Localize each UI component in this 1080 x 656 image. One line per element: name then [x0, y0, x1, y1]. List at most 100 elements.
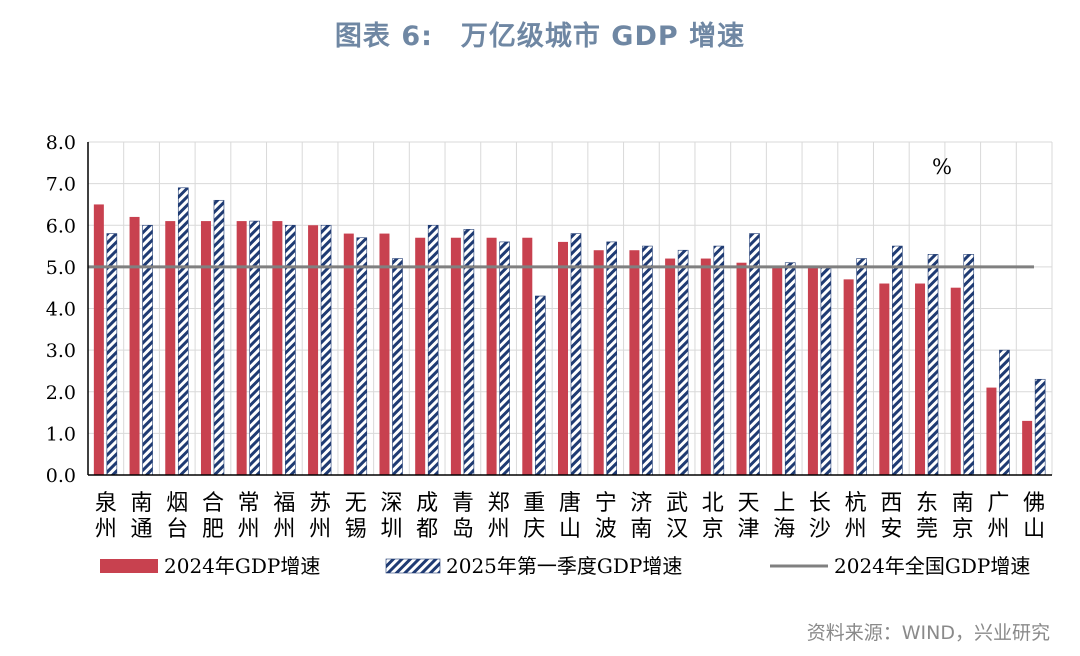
- y-tick-label: 2.0: [46, 382, 76, 404]
- x-tick-label: 济南: [630, 491, 652, 542]
- source-note: 资料来源：WIND，兴业研究: [806, 622, 1050, 644]
- bar-2025q1-20: [820, 266, 832, 476]
- bar-2025q1-25: [999, 349, 1010, 476]
- bar-2025q1-19: [784, 262, 796, 476]
- bar-2025q1-9: [427, 224, 439, 476]
- x-tick-label: 武汉: [666, 491, 688, 542]
- bar-2024-24: [950, 287, 961, 475]
- x-tick-label: 北京: [702, 491, 724, 542]
- bar-2025q1-22: [892, 245, 903, 476]
- bar-2024-18: [736, 262, 747, 475]
- bar-2025q1-5: [285, 224, 296, 476]
- x-tick-label: 烟台: [166, 491, 188, 542]
- bar-2024-12: [522, 237, 533, 475]
- bar-2025q1-8: [392, 258, 403, 476]
- y-tick-label: 6.0: [46, 215, 76, 237]
- x-tick-label: 青岛: [452, 491, 474, 542]
- bars: [93, 187, 1046, 476]
- x-tick-label: 广州: [987, 491, 1009, 542]
- bar-2024-22: [879, 283, 890, 475]
- x-tick-label: 唐山: [559, 491, 581, 542]
- x-tick-label: 无锡: [345, 491, 367, 542]
- bar-2024-6: [308, 225, 319, 475]
- x-tick-label: 佛山: [1023, 491, 1045, 542]
- x-tick-label: 福州: [273, 491, 295, 542]
- bar-2024-25: [986, 387, 997, 475]
- x-tick-label: 杭州: [845, 491, 867, 542]
- bar-2025q1-2: [177, 187, 189, 476]
- bar-2025q1-7: [356, 237, 368, 476]
- bar-2025q1-3: [213, 199, 225, 476]
- x-tick-label: 南通: [131, 491, 153, 542]
- y-tick-label: 7.0: [46, 174, 76, 196]
- bar-2024-11: [486, 237, 497, 475]
- bar-2025q1-14: [606, 241, 618, 476]
- bar-2024-14: [593, 250, 604, 475]
- bar-2025q1-15: [642, 245, 653, 476]
- bar-2024-26: [1022, 420, 1033, 475]
- bar-2024-19: [772, 266, 783, 475]
- bar-2025q1-26: [1034, 378, 1046, 476]
- bar-2025q1-4: [249, 220, 260, 476]
- bar-2025q1-21: [856, 258, 867, 476]
- bar-2025q1-17: [713, 245, 725, 476]
- x-tick-label: 合肥: [202, 491, 224, 542]
- bar-2024-17: [700, 258, 711, 475]
- x-tick-label: 泉州: [95, 491, 117, 542]
- x-tick-label: 常州: [238, 491, 260, 542]
- bar-2025q1-24: [963, 254, 975, 476]
- bar-2024-15: [629, 250, 640, 475]
- x-tick-label: 上海: [773, 491, 795, 542]
- legend-swatch-2024: [100, 559, 158, 573]
- y-tick-label: 3.0: [46, 340, 76, 362]
- bar-2025q1-11: [499, 241, 510, 476]
- bar-2024-7: [343, 233, 354, 475]
- bar-2025q1-12: [534, 295, 546, 476]
- axes: 0.0 1.0 2.0 3.0 4.0 5.0 6.0 7.0 8.0 泉州南通烟台合肥常州福州苏…: [46, 132, 1052, 542]
- legend-swatch-2025q1: [385, 558, 441, 574]
- bar-2024-2: [165, 221, 176, 475]
- bar-2024-21: [843, 279, 854, 475]
- bar-2024-13: [558, 241, 568, 475]
- bar-2024-3: [200, 221, 211, 475]
- bar-2025q1-1: [142, 224, 153, 476]
- y-tick-label: 4.0: [46, 299, 76, 321]
- legend-label-2024: 2024年GDP增速: [164, 554, 320, 578]
- bar-2024-0: [93, 204, 104, 475]
- x-tick-label: 西安: [880, 491, 902, 542]
- bar-2024-1: [129, 216, 140, 476]
- legend-label-national: 2024年全国GDP增速: [834, 554, 1030, 578]
- bar-2024-9: [415, 237, 426, 475]
- x-tick-label: 苏州: [309, 491, 331, 542]
- bar-2024-5: [272, 221, 283, 475]
- bar-2024-4: [236, 221, 247, 475]
- y-tick-label: 1.0: [46, 423, 76, 445]
- x-tick-label: 长沙: [809, 491, 831, 542]
- bar-2025q1-23: [927, 254, 939, 476]
- bar-2025q1-13: [570, 233, 582, 476]
- x-tick-label: 郑州: [488, 491, 510, 542]
- y-tick-label: 5.0: [46, 257, 76, 279]
- legend-label-2025q1: 2025年第一季度GDP增速: [446, 554, 682, 578]
- bar-2025q1-18: [749, 233, 760, 476]
- bar-2025q1-6: [320, 224, 332, 476]
- chart-title: 图表 6: 万亿级城市 GDP 增速: [334, 21, 746, 52]
- x-tick-label: 宁波: [595, 491, 617, 542]
- bar-2024-10: [450, 237, 461, 475]
- y-tick-label: 0.0: [46, 465, 76, 487]
- x-tick-label: 成都: [416, 491, 438, 542]
- legend: 2024年GDP增速 2025年第一季度GDP增速 2024年全国GDP增速: [100, 554, 1030, 578]
- bar-2024-23: [915, 283, 926, 475]
- x-tick-label: 重庆: [523, 491, 545, 542]
- bar-2024-16: [665, 258, 676, 475]
- bar-2025q1-0: [106, 233, 118, 476]
- y-tick-label: 8.0: [46, 132, 76, 154]
- unit-label: %: [932, 155, 952, 179]
- bar-2024-8: [379, 233, 390, 475]
- x-tick-label: 南京: [952, 491, 974, 542]
- x-tick-label: 东莞: [916, 491, 938, 542]
- x-tick-label: 天津: [738, 491, 760, 542]
- bar-2025q1-16: [677, 249, 689, 476]
